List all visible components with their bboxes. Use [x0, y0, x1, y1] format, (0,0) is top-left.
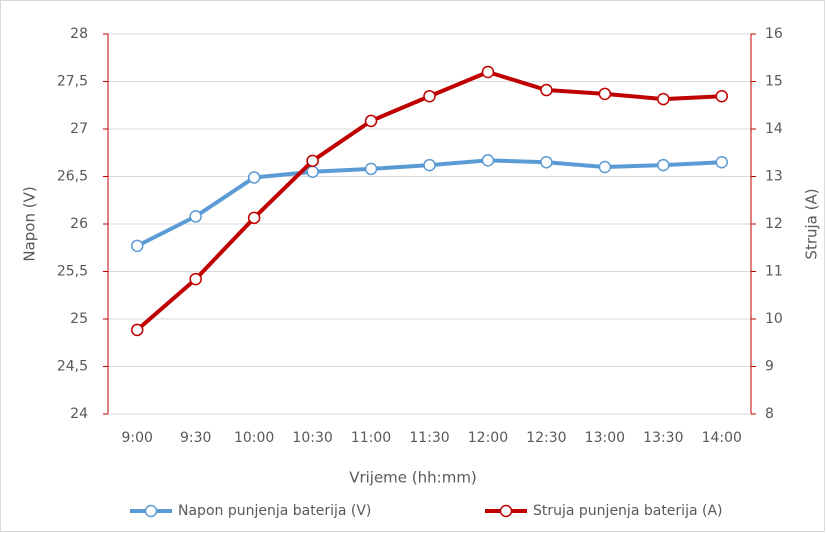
- series-marker: [423, 158, 436, 172]
- y-tick-label: 25: [70, 311, 88, 327]
- series-marker: [364, 162, 378, 176]
- series-marker: [306, 165, 319, 178]
- y2-tick-label: 9: [765, 359, 774, 375]
- legend-label: Struja punjenja baterija (A): [533, 503, 723, 519]
- legend-label: Napon punjenja baterija (V): [178, 503, 371, 519]
- x-tick-label: 9:00: [122, 430, 153, 446]
- y2-tick-label: 12: [765, 216, 783, 232]
- x-tick-label: 12:00: [468, 430, 508, 446]
- y-tick-label: 27: [70, 121, 88, 137]
- y-tick-label: 26,5: [57, 169, 88, 185]
- series-marker: [247, 171, 261, 184]
- x-tick-label: 13:30: [643, 430, 683, 446]
- series-marker: [540, 156, 553, 169]
- y-tick-label: 26: [70, 216, 88, 232]
- x-axis-title: Vrijeme (hh:mm): [349, 469, 477, 487]
- series-marker: [481, 65, 495, 79]
- y2-tick-label: 15: [765, 74, 783, 90]
- y2-tick-label: 14: [765, 121, 783, 137]
- series-marker: [715, 156, 729, 169]
- series-marker: [247, 211, 261, 225]
- y-tick-label: 24,5: [57, 359, 88, 375]
- series-marker: [657, 92, 670, 106]
- x-tick-label: 10:30: [292, 430, 332, 446]
- y-axis-title: Napon (V): [21, 186, 39, 261]
- series-marker: [715, 89, 729, 103]
- series-marker: [189, 210, 202, 223]
- y2-tick-label: 11: [765, 264, 783, 280]
- x-tick-label: 14:00: [702, 430, 742, 446]
- series-marker: [306, 154, 319, 168]
- x-tick-label: 12:30: [526, 430, 566, 446]
- x-tick-label: 10:00: [234, 430, 274, 446]
- x-tick-label: 11:30: [409, 430, 449, 446]
- y2-tick-label: 8: [765, 406, 774, 422]
- series-marker: [423, 89, 436, 103]
- x-tick-label: 11:00: [351, 430, 391, 446]
- y-tick-label: 27,5: [57, 74, 88, 90]
- y-tick-label: 28: [70, 26, 88, 42]
- series-marker: [130, 239, 144, 253]
- series-marker: [189, 272, 202, 286]
- legend-marker: [499, 504, 513, 518]
- y2-tick-label: 16: [765, 26, 783, 42]
- y-tick-label: 24: [70, 406, 88, 422]
- y2-tick-label: 10: [765, 311, 783, 327]
- y2-axis-title: Struja (A): [803, 188, 821, 259]
- x-tick-label: 13:00: [585, 430, 625, 446]
- series-marker: [657, 158, 670, 172]
- series-marker: [598, 87, 612, 101]
- series-marker: [598, 160, 612, 174]
- series-marker: [540, 83, 553, 97]
- series-marker: [130, 323, 144, 337]
- y2-tick-label: 13: [765, 169, 783, 185]
- series-marker: [364, 114, 378, 128]
- y-tick-label: 25,5: [57, 264, 88, 280]
- x-tick-label: 9:30: [180, 430, 211, 446]
- series-marker: [481, 154, 495, 167]
- legend-marker: [144, 504, 158, 518]
